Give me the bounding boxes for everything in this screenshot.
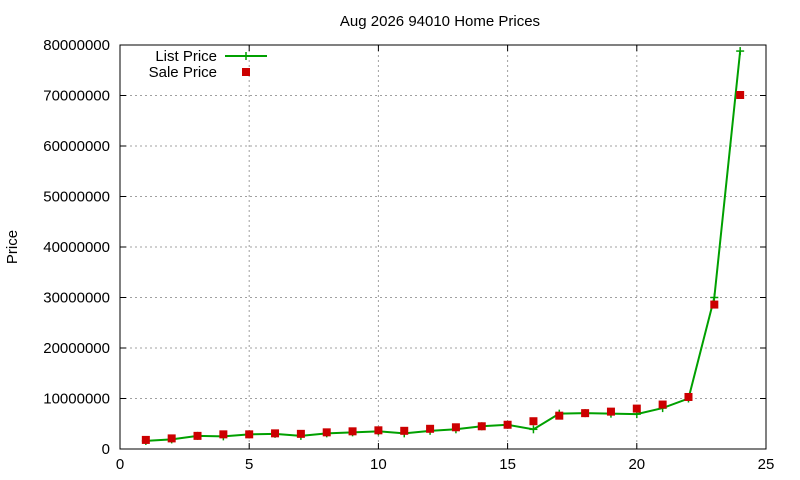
y-tick-label: 40000000 [43, 239, 110, 256]
sale-price-point [451, 423, 460, 432]
y-tick-label: 60000000 [43, 138, 110, 155]
sale-price-point [141, 435, 150, 444]
grid [120, 45, 766, 449]
list-price-point [529, 425, 538, 434]
x-tick-label: 15 [499, 456, 516, 473]
x-tick-label: 10 [370, 456, 387, 473]
y-tick-label: 0 [102, 441, 110, 458]
legend-label: Sale Price [149, 64, 217, 81]
sale-price-point [271, 429, 280, 438]
x-tick-label: 5 [245, 456, 253, 473]
sale-price-point [426, 424, 435, 433]
axis-ticks: 0 5 10 15 20 25 0 10000000 20000000 30000000 40000… [43, 37, 774, 473]
y-tick-label: 20000000 [43, 340, 110, 357]
series-group [141, 47, 745, 445]
sale-price-point [710, 300, 719, 309]
sale-price-point [348, 427, 357, 436]
legend-swatch-marker [242, 52, 250, 60]
chart-title: Aug 2026 94010 Home Prices [340, 13, 540, 30]
sale-price-point [167, 434, 176, 443]
x-tick-label: 25 [758, 456, 775, 473]
series-1 [141, 90, 745, 444]
y-tick-label: 30000000 [43, 290, 110, 307]
sale-price-point [736, 90, 745, 99]
sale-price-point [245, 430, 254, 439]
sale-price-point [632, 404, 641, 413]
sale-price-point [581, 409, 590, 418]
sale-price-point [374, 426, 383, 435]
sale-price-point [555, 411, 564, 420]
sale-price-point [219, 430, 228, 439]
y-tick-label: 70000000 [43, 88, 110, 105]
x-tick-label: 0 [116, 456, 124, 473]
sale-price-point [606, 407, 615, 416]
sale-price-point [503, 420, 512, 429]
sale-price-point [296, 429, 305, 438]
y-tick-label: 80000000 [43, 37, 110, 54]
list-price-point [736, 47, 745, 56]
legend-swatch-marker [242, 68, 250, 76]
list-price-point [710, 293, 719, 302]
sale-price-point [529, 417, 538, 426]
x-tick-label: 20 [628, 456, 645, 473]
sale-price-point [400, 426, 409, 435]
sale-price-point [684, 392, 693, 401]
list-price-line [145, 50, 742, 442]
y-axis-label: Price [4, 230, 21, 264]
legend-label: List Price [155, 48, 217, 65]
sale-price-point [658, 400, 667, 409]
series-0 [141, 47, 745, 445]
sale-price-point [322, 428, 331, 437]
sale-price-point [193, 431, 202, 440]
sale-price-point [477, 422, 486, 431]
y-tick-label: 50000000 [43, 189, 110, 206]
y-tick-label: 10000000 [43, 391, 110, 408]
